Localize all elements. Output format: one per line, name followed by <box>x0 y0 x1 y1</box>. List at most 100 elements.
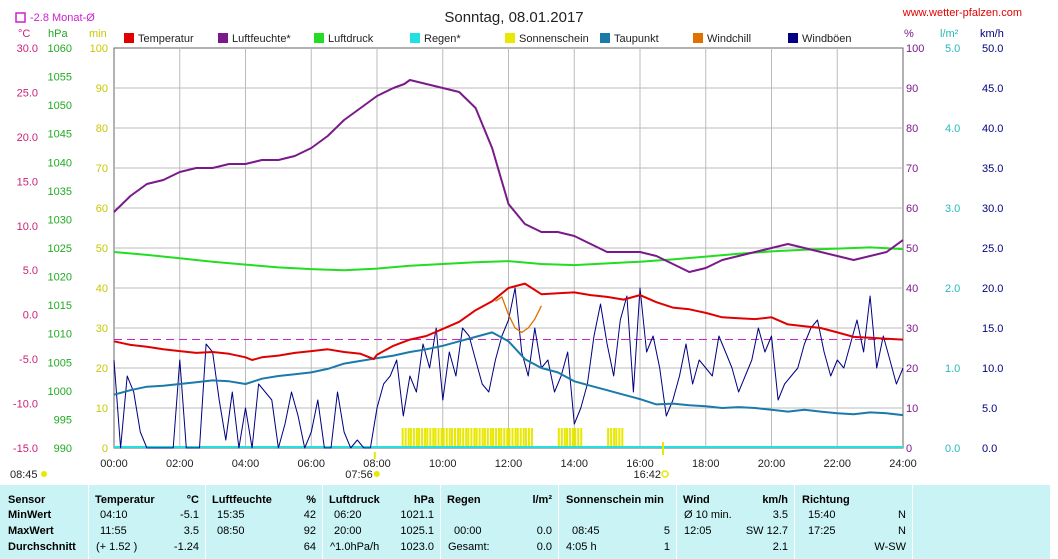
pressure-tick-label: 1030 <box>48 214 72 226</box>
stats-sun-max-val: 5 <box>663 525 670 537</box>
legend-label: Sonnenschein <box>519 33 589 45</box>
minutes-tick-label: 60 <box>96 203 108 215</box>
pressure-tick-label: 1010 <box>48 329 72 341</box>
percent-unit: % <box>904 28 914 40</box>
temp-tick-label: 30.0 <box>17 43 38 55</box>
grid <box>113 47 904 449</box>
sunshine-bar <box>465 428 468 448</box>
wind-tick-label: 20.0 <box>982 283 1003 295</box>
sunshine-bar <box>432 428 435 448</box>
pressure-tick-label: 1035 <box>48 186 72 198</box>
wind-tick-label: 15.0 <box>982 323 1003 335</box>
legend: Temperatur Luftfeuchte* Luftdruck Regen* Son… <box>124 33 852 45</box>
pressure-tick-label: 1020 <box>48 272 72 284</box>
x-tick-label: 18:00 <box>692 458 720 470</box>
minutes-tick-label: 40 <box>96 283 108 295</box>
monthly-avg-label: -2.8 Monat-Ø <box>30 12 95 24</box>
series-windben-line <box>113 287 904 449</box>
series-windchill-line <box>495 296 542 334</box>
sunshine-bar <box>492 428 495 448</box>
stats-hum-max-val: 92 <box>303 525 316 537</box>
series-luftdruck-line <box>113 246 904 272</box>
stats-dir-min-time: 15:40 <box>808 509 836 521</box>
sunshine-bar <box>421 428 424 448</box>
sunshine-bar <box>434 428 437 448</box>
pressure-tick-label: 1055 <box>48 72 72 84</box>
minutes-unit: min <box>89 28 107 40</box>
sunshine-bar <box>445 428 448 448</box>
stats-header-rain-unit: l/m² <box>532 494 552 506</box>
wind-tick-label: 30.0 <box>982 203 1003 215</box>
sunshine-bar <box>511 428 514 448</box>
stats-header-sun: Sonnenschein min <box>566 494 664 506</box>
stats-col-rain: Regen l/m² 00:00 0.0 Gesamt: 0.0 <box>440 485 559 559</box>
minutes-tick-label: 100 <box>90 43 108 55</box>
legend-swatch <box>505 33 515 43</box>
sunshine-bar <box>522 428 525 448</box>
x-tick-label: 16:00 <box>626 458 654 470</box>
sunshine-bar <box>560 428 563 448</box>
sunshine-bar <box>448 428 451 448</box>
legend-swatch <box>124 33 134 43</box>
stats-header-rain: Regen <box>447 494 481 506</box>
chart-title: Sonntag, 08.01.2017 <box>444 9 583 26</box>
stats-rain-total-label: Gesamt: <box>448 541 490 553</box>
sunshine-bar <box>618 428 621 448</box>
sunshine-bar <box>456 428 459 448</box>
pressure-tick-label: 1040 <box>48 157 72 169</box>
stats-temp-min-time: 04:10 <box>100 509 128 521</box>
wind-tick-label: 45.0 <box>982 83 1003 95</box>
stats-wind-max-time: 12:05 <box>684 525 712 537</box>
stats-hum-min-time: 15:35 <box>217 509 245 521</box>
stats-temp-max-time: 11:55 <box>100 525 127 537</box>
sunshine-bar <box>437 428 440 448</box>
minutes-tick-label: 50 <box>96 243 108 255</box>
stats-header-temp-unit: °C <box>186 494 199 506</box>
percent-tick-label: 90 <box>906 83 918 95</box>
wind-tick-label: 0.0 <box>982 443 997 455</box>
series-taupunkt-line <box>113 331 904 417</box>
stats-header-hum-unit: % <box>306 494 316 506</box>
site-link[interactable]: www.wetter-pfalzen.com <box>902 7 1022 19</box>
pressure-unit: hPa <box>48 28 68 40</box>
weather-chart: Sonntag, 08.01.2017 www.wetter-pfalzen.c… <box>10 7 1022 481</box>
sun-markers: 07:56 16:42 08:45 <box>10 442 669 481</box>
wind-tick-label: 10.0 <box>982 363 1003 375</box>
stats-header-temp: Temperatur <box>95 494 155 506</box>
wind-unit: km/h <box>980 28 1004 40</box>
x-tick-label: 10:00 <box>429 458 457 470</box>
x-tick-label: 02:00 <box>166 458 194 470</box>
wind-tick-label: 40.0 <box>982 123 1003 135</box>
stats-pres-avg-val: 1023.0 <box>400 541 434 553</box>
sunshine-bar <box>412 428 415 448</box>
wind-tick-label: 35.0 <box>982 163 1003 175</box>
stats-hum-min-val: 42 <box>303 509 316 521</box>
stats-header-pres-unit: hPa <box>413 494 434 506</box>
legend-swatch <box>788 33 798 43</box>
sunrise-label: 07:56 <box>345 469 373 481</box>
stats-pres-min-val: 1021.1 <box>400 509 434 521</box>
sunshine-bar <box>621 428 624 448</box>
sunshine-bar <box>429 428 432 448</box>
sunshine-bar <box>483 428 486 448</box>
rain-unit: l/m² <box>940 28 959 40</box>
stats-sun-avg-val: 1 <box>663 541 670 553</box>
sunshine-bar <box>557 428 560 448</box>
x-tick-label: 24:00 <box>889 458 917 470</box>
stats-pres-max-val: 1025.1 <box>400 525 434 537</box>
temp-tick-label: 10.0 <box>17 221 38 233</box>
sunshine-bar <box>577 428 580 448</box>
temp-tick-label: 5.0 <box>23 265 38 277</box>
minutes-tick-label: 20 <box>96 363 108 375</box>
sunshine-bar <box>415 428 418 448</box>
x-tick-label: 04:00 <box>232 458 260 470</box>
stats-hum-max-time: 08:50 <box>217 525 245 537</box>
x-tick-label: 08:00 <box>363 458 391 470</box>
sunshine-bar <box>498 428 501 448</box>
pressure-tick-label: 1050 <box>48 100 72 112</box>
sunshine-bar <box>530 428 533 448</box>
stats-col-sun: Sonnenschein min 08:45 5 4:05 h 1 <box>558 485 677 559</box>
percent-tick-label: 0 <box>906 443 912 455</box>
legend-swatch <box>693 33 703 43</box>
stats-table: Sensor MinWert MaxWert Durchschnitt Temp… <box>0 485 1050 559</box>
